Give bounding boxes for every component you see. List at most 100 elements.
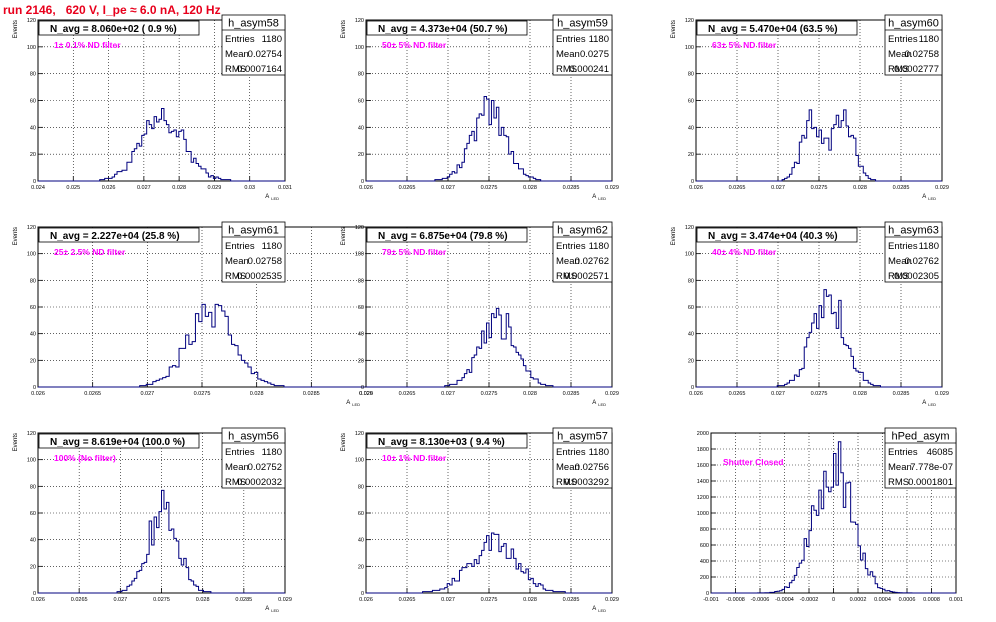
filter-annotation: 79± 5% ND filter [382, 247, 447, 257]
y-tick-label: 1600 [697, 463, 709, 469]
stats-key-mean: Mean [556, 49, 580, 60]
y-tick-label: 0 [691, 179, 694, 185]
stats-value-rms: 0.0002032 [237, 477, 282, 488]
y-tick-label: 40 [358, 538, 364, 544]
stats-key-entries: Entries [225, 447, 255, 458]
n-avg-label: N_avg = 3.474e+04 (40.3 %) [708, 231, 838, 242]
stats-key-rms: RMS [556, 271, 577, 282]
y-tick-label: 40 [358, 125, 364, 131]
y-tick-label: 0 [691, 385, 694, 391]
x-tick-label: 0.027 [140, 391, 154, 397]
x-tick-label: 0.029 [278, 597, 292, 603]
y-tick-label: 40 [688, 125, 694, 131]
y-tick-label: 120 [355, 225, 364, 231]
x-tick-label: 0.029 [605, 597, 619, 603]
x-tick-label: 0.028 [853, 185, 867, 191]
stats-value-rms: 0.0001801 [908, 477, 953, 488]
y-tick-label: 0 [361, 591, 364, 597]
x-tick-label: -0.0004 [775, 597, 794, 603]
stats-key-rms: RMS [888, 64, 909, 75]
y-tick-label: 1000 [697, 511, 709, 517]
x-tick-label: 0.027 [441, 185, 455, 191]
run-title: run 2146, 620 V, I_pe ≈ 6.0 nA, 120 Hz [3, 3, 221, 17]
stats-value-mean: 0.0275 [580, 49, 609, 60]
stats-key-mean: Mean [225, 462, 249, 473]
n-avg-label: N_avg = 2.227e+04 (25.8 %) [50, 231, 180, 242]
x-tick-label: 0.026 [359, 185, 373, 191]
stats-value-mean: 0.02756 [575, 462, 609, 473]
stats-value-mean: 7.778e-07 [910, 462, 953, 473]
stats-key-entries: Entries [888, 241, 918, 252]
filter-annotation: 1± 0.1% ND filter [54, 40, 121, 50]
x-tick-label: 0.028 [196, 597, 210, 603]
y-tick-label: 120 [27, 431, 36, 437]
x-tick-label: 0.001 [949, 597, 963, 603]
stats-value-entries: 1180 [262, 241, 282, 252]
filter-annotation: 50± 5% ND filter [382, 40, 447, 50]
y-tick-label: 60 [30, 511, 36, 517]
x-tick-label: 0.029 [935, 391, 949, 397]
stats-key-rms: RMS [225, 271, 246, 282]
stats-key-mean: Mean [888, 49, 912, 60]
stats-box [552, 14, 613, 76]
y-tick-label: 60 [688, 305, 694, 311]
x-axis-title: A LED [592, 400, 606, 407]
n-avg-label: N_avg = 4.373e+04 (50.7 %) [378, 24, 508, 35]
histogram-name: h_asym58 [228, 18, 279, 30]
n-avg-label: N_avg = 8.619e+04 (100.0 %) [50, 437, 185, 448]
y-tick-label: 0 [33, 591, 36, 597]
histogram-curve [38, 108, 285, 182]
x-tick-label: 0.028 [853, 391, 867, 397]
y-tick-label: 40 [30, 538, 36, 544]
x-tick-label: 0.0285 [563, 185, 580, 191]
panel-h_asym59: 0.026 0.0265 0.027 0.0275 0.028 0.0285 0.029 0 2… [341, 14, 619, 201]
stats-value-entries: 1180 [919, 241, 939, 252]
y-tick-label: 60 [30, 99, 36, 105]
y-tick-label: 20 [30, 152, 36, 158]
x-tick-label: 0.027 [441, 597, 455, 603]
n-avg-box [366, 20, 528, 36]
y-tick-label: 80 [30, 72, 36, 78]
n-avg-label: N_avg = 5.470e+04 (63.5 %) [708, 24, 838, 35]
panel-hPed_asym: -0.001 -0.0008 -0.0006 -0.0004 -0.0002 0 0.000… [697, 427, 963, 603]
y-tick-label: 60 [358, 305, 364, 311]
stats-key-mean: Mean [225, 49, 249, 60]
histogram-curve [366, 307, 612, 388]
y-axis-title: Events [341, 433, 347, 451]
x-tick-label: 0.029 [208, 185, 222, 191]
x-tick-label: 0.028 [250, 391, 264, 397]
y-tick-label: 0 [33, 385, 36, 391]
x-tick-label: -0.0008 [726, 597, 745, 603]
y-tick-label: 100 [355, 252, 364, 258]
y-tick-label: 600 [700, 543, 709, 549]
x-tick-label: 0.0008 [923, 597, 940, 603]
n-avg-box [696, 20, 858, 36]
y-tick-label: 100 [27, 45, 36, 51]
y-tick-label: 40 [30, 125, 36, 131]
stats-value-mean: 0.02758 [248, 256, 282, 267]
histogram-name: h_asym60 [888, 18, 939, 30]
x-tick-label: 0.0265 [399, 391, 416, 397]
y-tick-label: 40 [30, 332, 36, 338]
y-axis-title: Events [13, 433, 19, 451]
y-tick-label: 120 [355, 18, 364, 24]
x-axis-title: A LED [922, 400, 936, 407]
panel-h_asym60: 0.026 0.0265 0.027 0.0275 0.028 0.0285 0.029 0 2… [671, 14, 949, 201]
stats-value-entries: 1180 [589, 241, 609, 252]
n-avg-label: N_avg = 8.130e+03 ( 9.4 %) [378, 437, 505, 448]
panel-h_asym61: 0.026 0.0265 0.027 0.0275 0.028 0.0285 0.02902… [13, 221, 373, 407]
y-tick-label: 20 [358, 358, 364, 364]
n-avg-box [38, 433, 200, 449]
n-avg-box [38, 227, 200, 243]
x-tick-label: 0.0004 [874, 597, 891, 603]
y-tick-label: 100 [685, 45, 694, 51]
stats-box [884, 221, 943, 283]
histogram-curve [38, 303, 366, 388]
x-tick-label: 0.0275 [811, 185, 828, 191]
panel-h_asym57: 0.026 0.0265 0.027 0.0275 0.028 0.0285 0.029 0 2… [341, 427, 619, 613]
stats-value-entries: 1180 [589, 447, 609, 458]
stats-box [552, 221, 613, 283]
y-tick-label: 800 [700, 527, 709, 533]
stats-key-rms: RMS [225, 477, 246, 488]
y-tick-label: 80 [30, 484, 36, 490]
